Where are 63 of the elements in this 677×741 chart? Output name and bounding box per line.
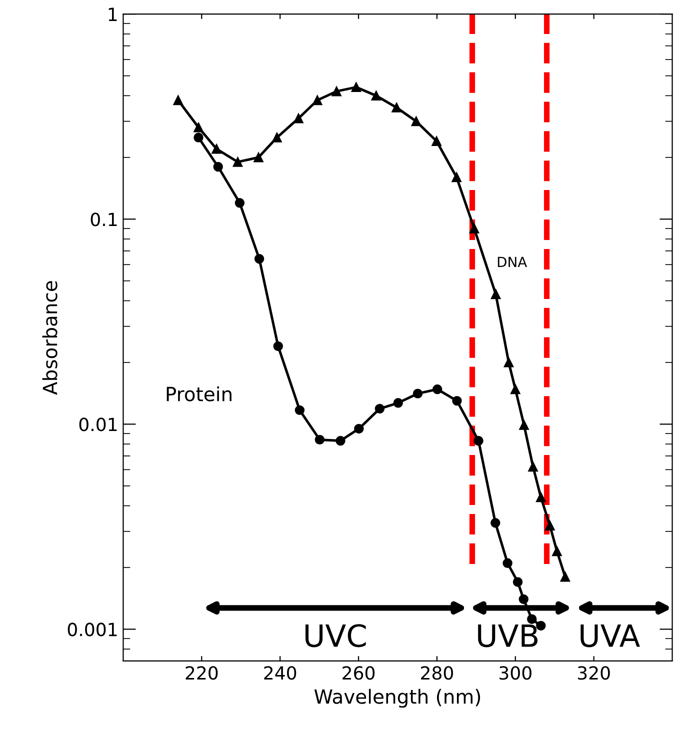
point <box>336 436 346 446</box>
point <box>474 436 484 446</box>
point <box>371 90 382 101</box>
annotation: UVB <box>478 624 538 648</box>
x-tick-label: 220 <box>186 666 218 680</box>
point <box>552 546 562 556</box>
point <box>528 462 538 472</box>
point <box>452 172 462 182</box>
point <box>254 152 264 162</box>
point <box>412 388 423 398</box>
annotation: DNA <box>498 256 528 267</box>
point <box>194 132 204 142</box>
point <box>212 144 222 154</box>
point <box>504 358 514 368</box>
x-axis-title: Wavelength (nm) <box>314 688 480 708</box>
point <box>374 404 385 414</box>
y-tick-label: 0.1 <box>90 212 117 226</box>
x-tick-label: 240 <box>264 666 296 680</box>
point <box>354 424 364 434</box>
point <box>432 136 442 146</box>
point <box>560 572 570 582</box>
point <box>332 86 342 96</box>
y-tick-label: 0.01 <box>79 418 117 432</box>
point <box>512 577 523 587</box>
point <box>490 289 501 300</box>
y-tick-label: 1 <box>108 8 117 21</box>
point <box>411 116 422 126</box>
point <box>213 162 223 172</box>
point <box>518 594 528 604</box>
point <box>351 82 362 92</box>
point <box>234 198 245 208</box>
point <box>502 558 512 568</box>
annotation: Protein <box>166 386 232 402</box>
point <box>392 102 402 112</box>
point <box>254 254 264 264</box>
point <box>469 224 480 234</box>
point <box>173 95 183 106</box>
point <box>273 341 283 352</box>
point <box>519 420 529 430</box>
point <box>536 492 546 502</box>
y-tick-label: 0.001 <box>68 622 117 636</box>
point <box>452 396 462 406</box>
point <box>232 157 243 167</box>
point <box>510 384 520 394</box>
x-tick-label: 280 <box>421 666 453 680</box>
point <box>312 95 322 106</box>
point <box>272 132 282 142</box>
x-tick-label: 300 <box>500 666 532 680</box>
point <box>393 398 403 408</box>
annotation: UVC <box>306 624 366 648</box>
x-tick-label: 260 <box>342 666 375 680</box>
x-tick-label: 320 <box>578 666 610 680</box>
y-axis-title: Absorbance <box>42 281 58 395</box>
point <box>536 620 546 631</box>
point <box>194 122 204 132</box>
point <box>294 114 304 124</box>
point <box>527 614 537 624</box>
point <box>314 434 325 445</box>
point <box>432 384 442 394</box>
point <box>490 518 500 528</box>
point <box>545 520 555 530</box>
point <box>294 405 305 416</box>
annotation: UVA <box>580 624 640 648</box>
